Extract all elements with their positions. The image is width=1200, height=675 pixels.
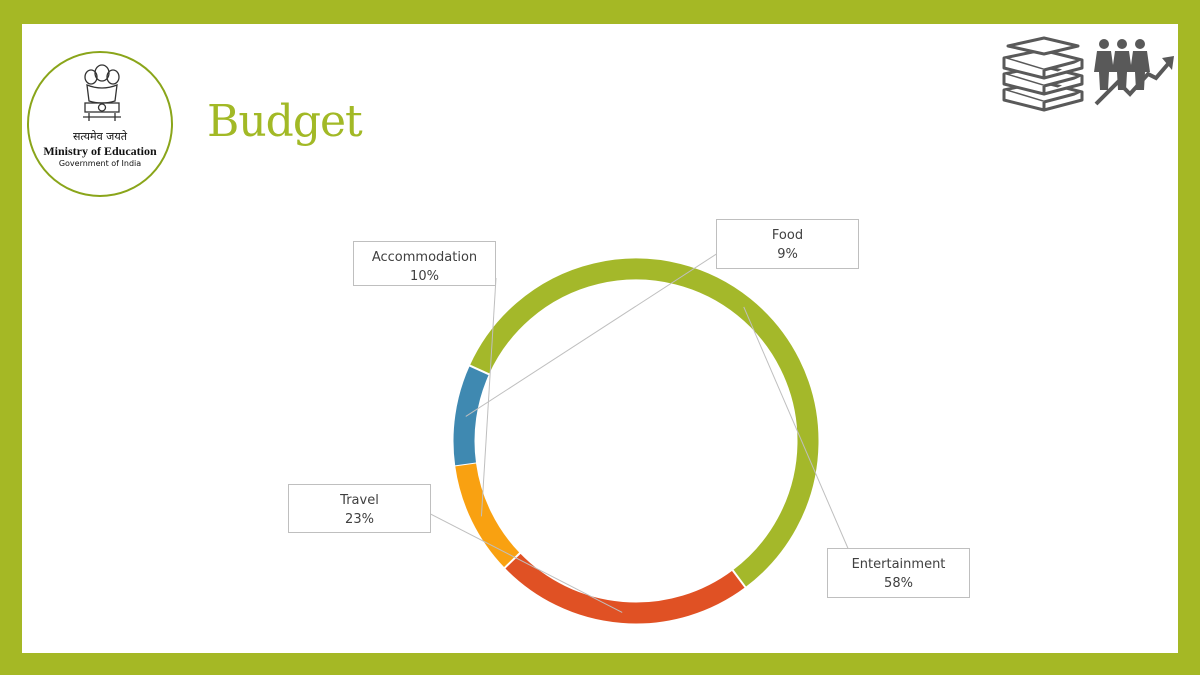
- data-label-travel: Travel 23%: [288, 484, 431, 533]
- data-label-category: Food: [771, 228, 804, 243]
- data-label-food: Food 9%: [716, 219, 859, 269]
- national-emblem-icon: [83, 64, 121, 121]
- ministry-of-education-logo: सत्यमेव जयते Ministry of Education Gover…: [27, 51, 173, 197]
- slice-separator: [731, 568, 747, 589]
- ministry-name: Ministry of Education: [43, 144, 157, 158]
- slice-separator: [454, 462, 478, 468]
- motto-text: सत्यमेव जयते: [72, 130, 127, 143]
- data-label-category: Travel: [340, 493, 379, 508]
- books-icon: [1002, 36, 1084, 112]
- leader-line-entertainment: [743, 306, 851, 554]
- slice-separator: [468, 364, 491, 376]
- slice-accommodation: [455, 463, 520, 568]
- leader-line-accommodation: [480, 277, 497, 517]
- data-label-value: 58%: [884, 576, 913, 591]
- slice-travel: [504, 553, 746, 624]
- data-label-accommodation: Accommodation 10%: [353, 241, 496, 286]
- data-label-entertainment: Entertainment 58%: [827, 548, 970, 598]
- data-label-value: 23%: [345, 512, 374, 527]
- leader-line-food: [465, 252, 719, 417]
- slice-entertainment: [469, 258, 819, 588]
- data-label-category: Entertainment: [851, 557, 946, 572]
- data-label-value: 9%: [777, 247, 798, 262]
- slice-food: [453, 365, 490, 467]
- slice-separator: [503, 551, 522, 570]
- growth-people-icon: [1094, 39, 1174, 106]
- data-label-value: 10%: [410, 269, 439, 284]
- slide-title: Budget: [207, 96, 363, 147]
- government-name: Government of India: [58, 159, 142, 168]
- data-label-category: Accommodation: [371, 250, 478, 265]
